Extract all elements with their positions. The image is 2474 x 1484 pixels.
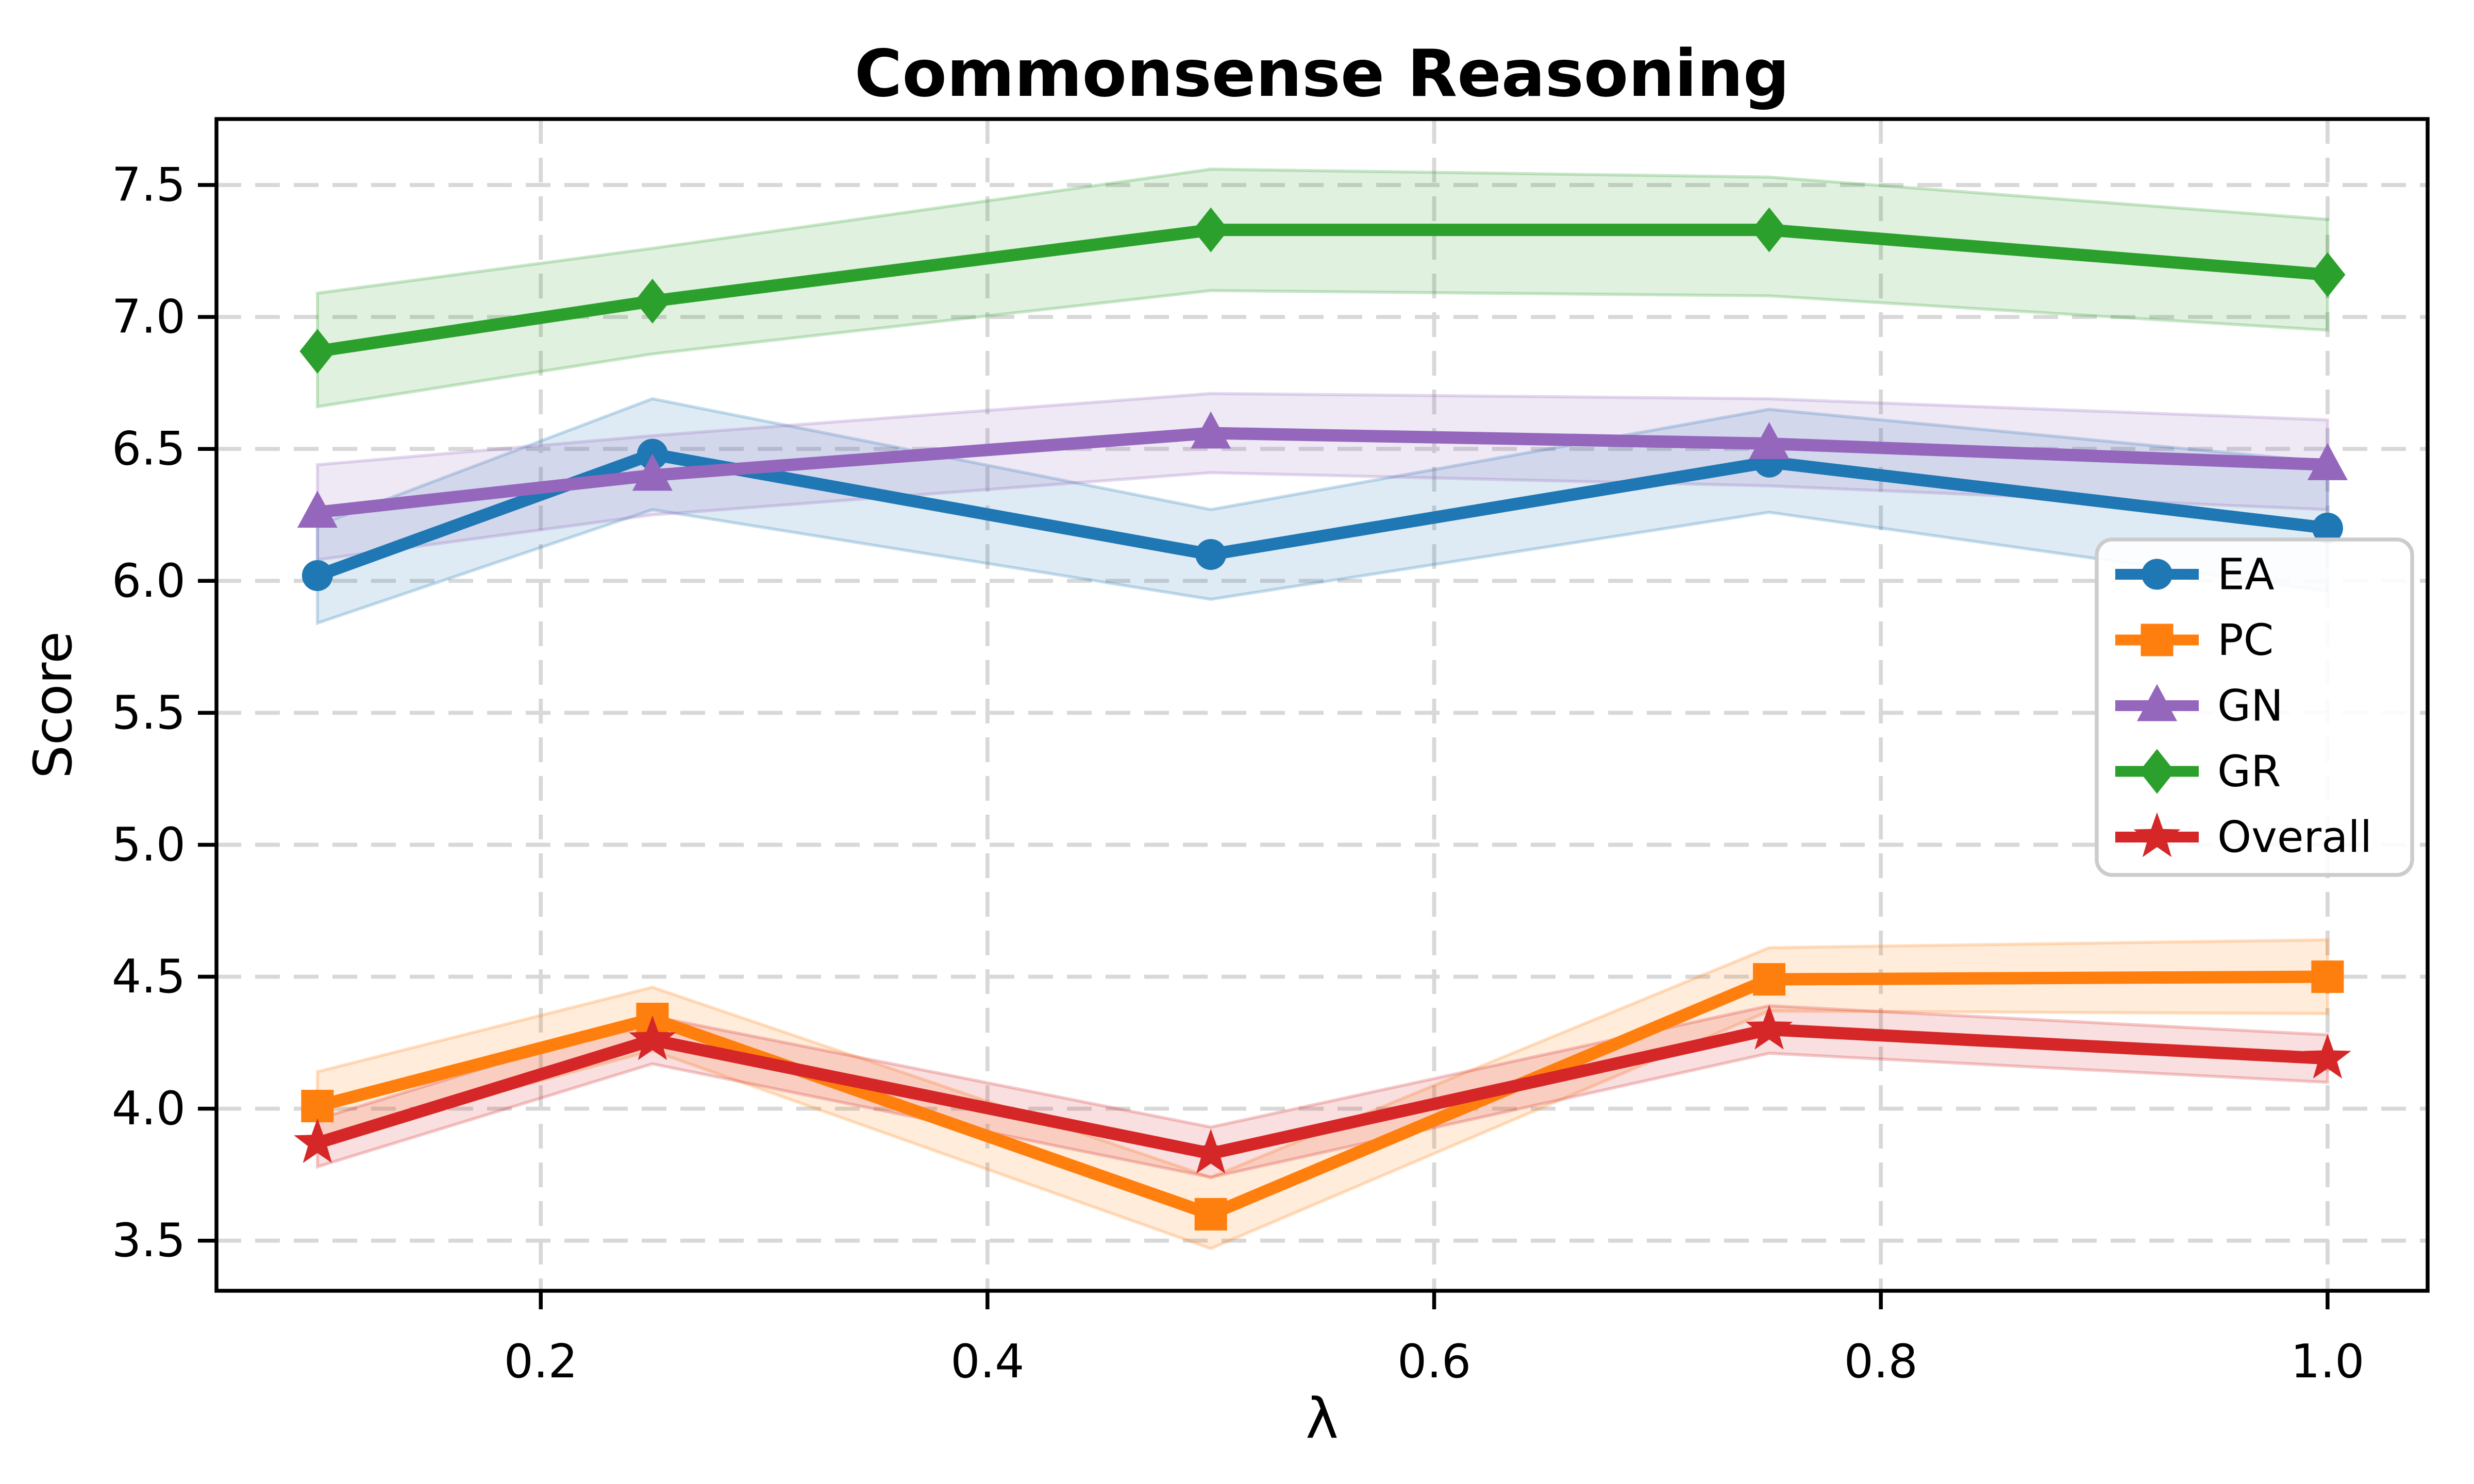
axis-ticks: 7.5 7.0 6.5 6.0 5.5 5.0 4.5 4.0 3.5 0.2 0.4 0.6 0.8 1… [112,158,2365,1389]
data-point-GN-1 [632,453,673,491]
data-point-Overall-2 [1187,1128,1234,1174]
data-point-GN-3 [1749,421,1790,459]
legend-entry-GR: GR [2115,746,2281,797]
series-Overall [294,1004,2351,1174]
data-point-Overall-0 [294,1118,341,1163]
data-point-GR-2 [1193,207,1229,252]
series-GR [299,207,2346,374]
legend-marker-EA [2142,559,2172,590]
legend-marker-Overall [2133,812,2181,857]
data-point-Overall-1 [629,1015,676,1060]
legend-entry-PC: PC [2115,615,2274,665]
data-point-PC-4 [2311,960,2344,993]
legend-entry-GN: GN [2115,681,2283,731]
series-GN [297,411,2348,528]
data-point-PC-3 [1753,963,1786,996]
y-tick-label: 5.5 [112,686,186,740]
legend-marker-GR [2139,749,2175,794]
series-PC [301,960,2344,1230]
plot-border [214,117,2430,1293]
legend: EA PC GN GR Overall [2095,537,2414,877]
legend-label-GR: GR [2217,746,2281,797]
data-point-GR-0 [299,329,336,374]
legend-label-PC: PC [2217,615,2274,665]
series-EA [302,439,2343,592]
y-tick-label: 6.0 [112,554,186,608]
data-point-Overall-4 [2304,1034,2351,1079]
x-axis-label: λ [1306,1387,1339,1451]
legend-marker-GN [2137,684,2177,721]
data-point-GN-4 [2307,443,2348,480]
legend-label-GN: GN [2217,681,2283,731]
y-axis-label: Score [23,631,84,779]
y-tick-label: 7.0 [112,290,186,344]
legend-box [2095,537,2414,877]
data-point-EA-0 [302,560,333,592]
y-tick-label: 4.0 [112,1082,186,1136]
y-tick-label: 7.5 [112,158,186,212]
data-point-GN-2 [1191,411,1231,449]
band-GN [315,392,2329,562]
data-point-PC-0 [301,1089,334,1122]
legend-entry-Overall: Overall [2115,812,2372,863]
x-tick-label: 0.8 [1844,1335,1918,1389]
x-tick-label: 0.4 [950,1335,1024,1389]
legend-marker-PC [2141,623,2174,656]
legend-label-EA: EA [2217,549,2275,600]
x-tick-label: 0.2 [504,1335,578,1389]
x-tick-label: 0.6 [1397,1335,1471,1389]
y-tick-label: 3.5 [112,1213,186,1268]
data-point-Overall-3 [1745,1004,1793,1050]
legend-label-Overall: Overall [2217,812,2372,863]
x-tick-label: 1.0 [2291,1335,2364,1389]
legend-entry-EA: EA [2115,549,2275,600]
chart-title: Commonsense Reasoning [855,36,1790,111]
data-point-EA-4 [2312,512,2343,544]
band-Overall [315,1004,2329,1179]
y-tick-label: 6.5 [112,422,186,476]
data-point-GN-0 [297,491,338,528]
y-tick-label: 4.5 [112,950,186,1004]
data-point-GR-3 [1751,207,1787,252]
y-tick-label: 5.0 [112,818,186,872]
data-point-PC-2 [1194,1198,1227,1230]
data-point-GR-4 [2310,252,2346,297]
data-point-EA-2 [1195,539,1227,570]
data-point-GR-1 [634,278,671,324]
